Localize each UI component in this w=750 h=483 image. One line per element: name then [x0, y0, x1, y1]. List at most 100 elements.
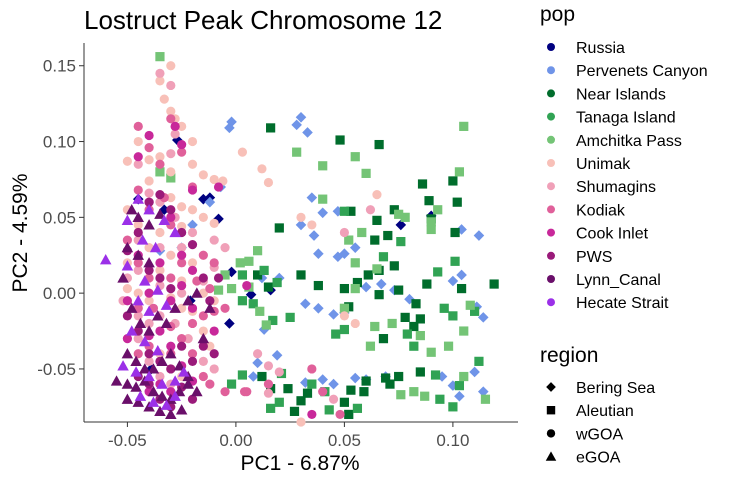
point-amchitka-pass-25: [387, 318, 397, 329]
chart-title: Lostruct Peak Chromosome 12: [84, 5, 442, 35]
point-kodiak-21: [177, 334, 187, 344]
point-tanaga-island-16: [430, 370, 441, 380]
point-pervenets-canyon-33: [349, 372, 361, 384]
point-near-islands-8: [372, 215, 382, 225]
point-hecate-strait-7: [139, 275, 151, 286]
point-pws-10: [198, 273, 208, 283]
legend-label-shumagins: Shumagins: [576, 179, 656, 196]
point-tanaga-island-12: [433, 267, 443, 277]
point-unimak-3: [166, 106, 176, 116]
point-lynn-canal-10: [143, 325, 155, 336]
point-unimak-27: [198, 212, 208, 222]
point-pws-17: [166, 364, 176, 374]
point-kodiak-30: [198, 371, 208, 382]
point-unimak-30: [166, 250, 176, 260]
point-kodiak-23: [198, 311, 208, 321]
point-cook-inlet-18: [155, 326, 165, 336]
point-shumagins-11: [177, 243, 187, 253]
legend-key-pws: [547, 251, 555, 260]
point-shumagins-2: [170, 129, 180, 139]
point-kodiak-4: [155, 159, 165, 169]
point-near-islands-17: [339, 283, 349, 294]
point-lynn-canal-6: [143, 257, 155, 268]
legend-label-unimak: Unimak: [576, 156, 631, 173]
point-shumagins-0: [155, 68, 165, 78]
point-pervenets-canyon-21: [404, 293, 415, 305]
point-unimak-28: [209, 218, 219, 229]
point-cook-inlet-8: [155, 258, 165, 268]
point-pws-18: [177, 341, 187, 351]
point-pervenets-canyon-11: [295, 219, 307, 231]
point-kodiak-29: [187, 349, 198, 359]
y-axis-ticks: -0.05 0.00 0.05 0.10 0.15: [37, 57, 84, 379]
point-pws-19: [187, 356, 198, 366]
point-amchitka-pass-29: [396, 390, 406, 400]
point-pws-13: [122, 311, 132, 321]
point-amchitka-pass-12: [372, 264, 382, 274]
point-tanaga-island-29: [266, 403, 276, 413]
point-amchitka-pass-4: [361, 168, 371, 178]
point-near-islands-29: [361, 376, 371, 386]
point-near-islands-1: [335, 135, 345, 145]
point-lynn-canal-41: [197, 332, 210, 344]
point-kodiak-17: [205, 283, 215, 294]
point-unimak-2: [159, 94, 169, 104]
point-amchitka-pass-38: [166, 173, 176, 183]
point-shumagins-37: [339, 227, 349, 238]
point-amchitka-pass-36: [459, 371, 469, 382]
point-pws-11: [213, 273, 224, 283]
point-near-islands-13: [253, 270, 263, 280]
point-tanaga-island-7: [331, 329, 341, 339]
point-near-islands-48: [363, 270, 373, 280]
legend-key-unimak: [547, 159, 555, 167]
point-lynn-canal-37: [154, 405, 166, 416]
legend-label-lynn-canal: Lynn_Canal: [576, 272, 661, 289]
point-kodiak-3: [144, 143, 154, 153]
point-pws-20: [198, 341, 208, 351]
point-near-islands-22: [389, 261, 399, 271]
point-tanaga-island-8: [339, 324, 349, 335]
point-cook-inlet-23: [166, 387, 176, 397]
legend-label-wgoa: wGOA: [575, 426, 623, 443]
point-pervenets-canyon-42: [477, 312, 489, 323]
y-tick-label: 0.05: [43, 208, 76, 227]
point-hecate-strait-12: [125, 325, 138, 336]
point-kodiak-36: [335, 409, 345, 420]
point-hecate-strait-14: [152, 344, 164, 356]
point-lynn-canal-25: [121, 378, 134, 389]
point-near-islands-33: [385, 379, 395, 389]
point-kodiak-0: [133, 121, 143, 131]
point-cook-inlet-13: [166, 296, 176, 306]
point-tanaga-island-21: [454, 381, 465, 391]
point-near-islands-14: [263, 282, 274, 292]
point-cook-inlet-0: [170, 121, 180, 131]
point-shumagins-28: [253, 349, 263, 359]
point-lynn-canal-18: [139, 363, 151, 374]
point-unimak-25: [155, 227, 165, 238]
point-lynn-canal-11: [152, 310, 164, 321]
point-unimak-24: [133, 220, 143, 230]
legend-shape-egoa: [545, 451, 557, 461]
point-shumagins-31: [328, 394, 339, 404]
point-pervenets-canyon-45: [456, 269, 467, 281]
point-tanaga-island-17: [439, 303, 449, 313]
point-near-islands-38: [302, 388, 313, 398]
legend-label-kodiak: Kodiak: [576, 202, 626, 219]
point-amchitka-pass-31: [420, 391, 430, 401]
point-kodiak-31: [205, 379, 215, 389]
point-lynn-canal-35: [132, 396, 144, 407]
x-axis-ticks: -0.05 0.00 0.05 0.10: [108, 422, 469, 450]
point-tanaga-island-23: [448, 402, 458, 412]
point-near-islands-44: [456, 283, 467, 294]
legend-key-lynn-canal: [547, 275, 555, 283]
point-tanaga-island-15: [409, 341, 419, 351]
point-kodiak-38: [239, 387, 250, 397]
point-tanaga-island-18: [448, 311, 458, 321]
point-near-islands-39: [296, 396, 306, 406]
point-unimak-5: [177, 121, 187, 131]
point-unimak-47: [372, 190, 382, 200]
legend-label-russia: Russia: [576, 40, 625, 57]
point-pws-7: [144, 265, 154, 275]
point-hecate-strait-10: [143, 305, 155, 316]
point-hecate-strait-2: [143, 204, 155, 215]
